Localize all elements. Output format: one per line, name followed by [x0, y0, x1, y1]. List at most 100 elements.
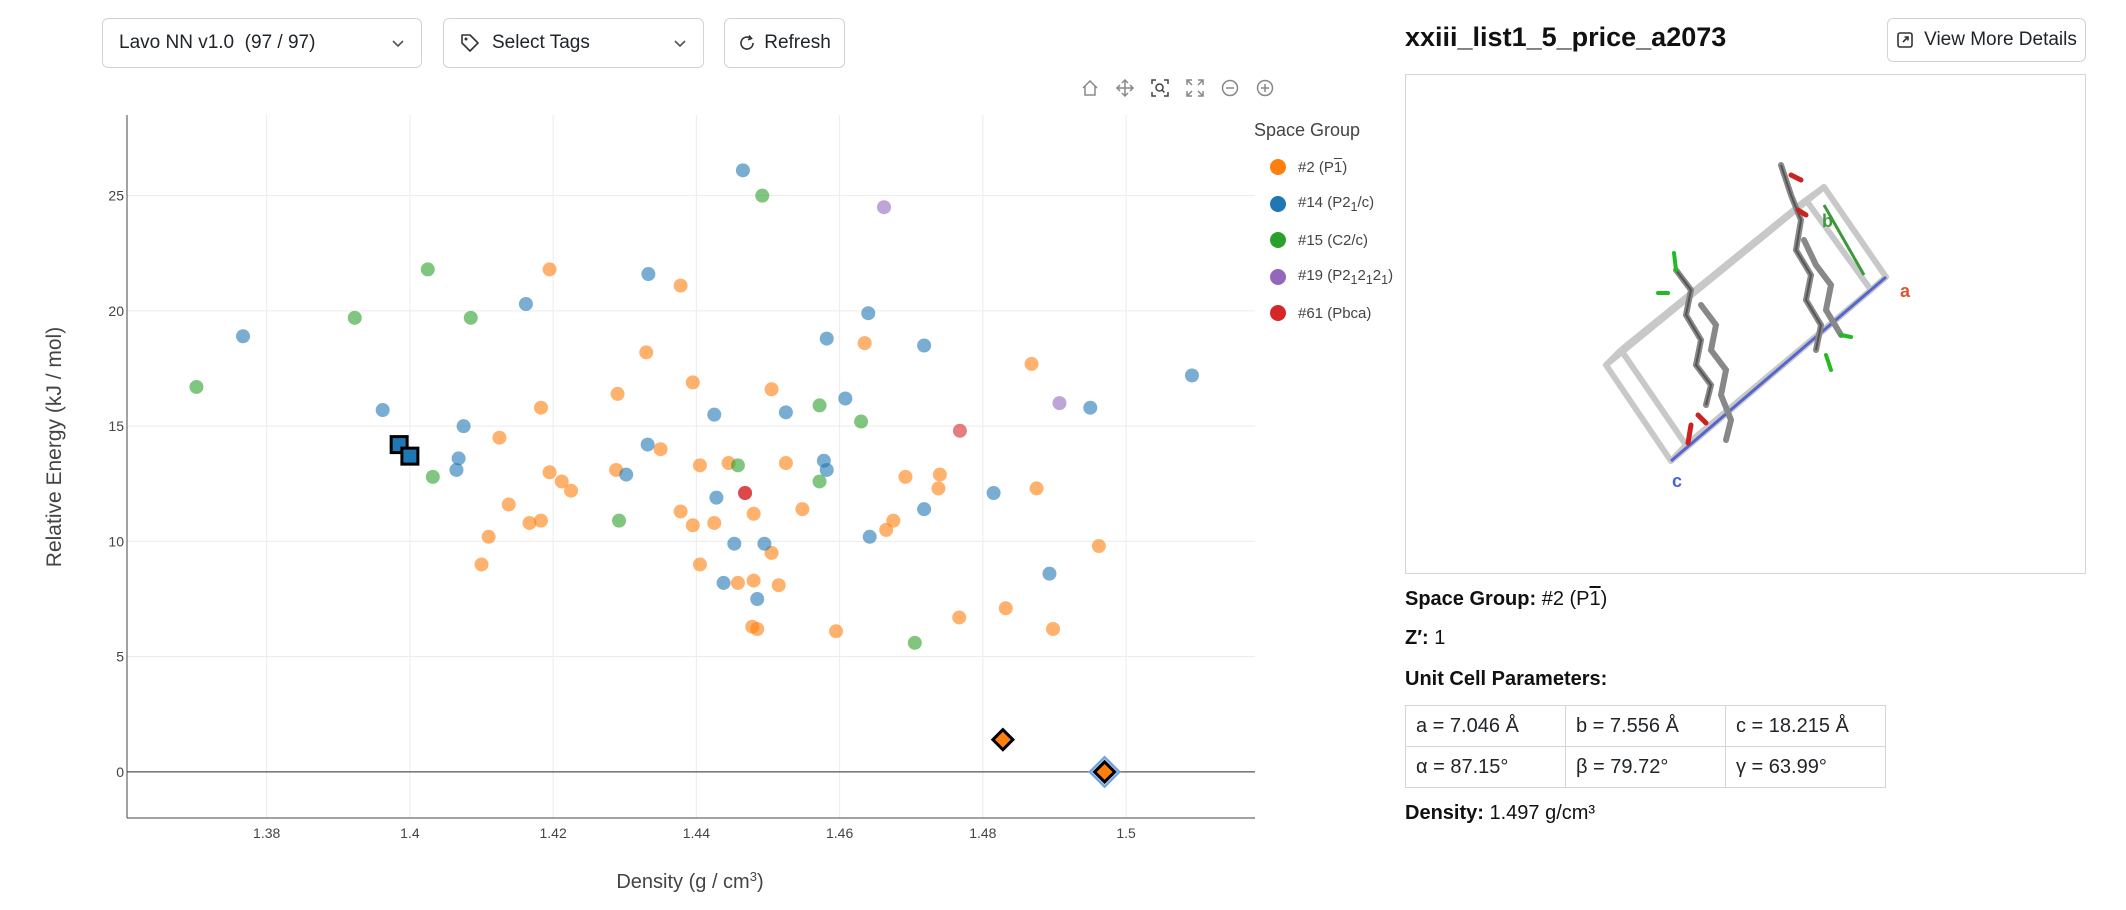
data-point[interactable]: [518, 297, 533, 312]
legend-item-sg15[interactable]: #15 (C2/c): [1254, 222, 1393, 259]
data-point[interactable]: [692, 557, 707, 572]
refresh-button[interactable]: Refresh: [724, 18, 845, 68]
data-point[interactable]: [619, 467, 634, 482]
data-point[interactable]: [533, 513, 548, 528]
data-point[interactable]: [533, 400, 548, 415]
data-point[interactable]: [746, 573, 761, 588]
data-point[interactable]: [727, 536, 742, 551]
data-point[interactable]: [812, 474, 827, 489]
data-point[interactable]: [542, 465, 557, 480]
data-point[interactable]: [425, 469, 440, 484]
data-point[interactable]: [879, 522, 894, 537]
data-point[interactable]: [707, 515, 722, 530]
data-point[interactable]: [1052, 396, 1067, 411]
zoom-out-icon[interactable]: [1218, 76, 1242, 100]
data-point[interactable]: [492, 430, 507, 445]
data-point[interactable]: [449, 462, 464, 477]
data-point[interactable]: [542, 262, 557, 277]
data-point[interactable]: [709, 490, 724, 505]
highlighted-point[interactable]: [1092, 759, 1117, 785]
data-point[interactable]: [819, 462, 834, 477]
data-point[interactable]: [730, 458, 745, 473]
data-point[interactable]: [653, 442, 668, 457]
data-point[interactable]: [735, 163, 750, 178]
data-point[interactable]: [564, 483, 579, 498]
highlighted-point[interactable]: [400, 446, 420, 466]
data-point[interactable]: [952, 423, 967, 438]
data-point[interactable]: [692, 458, 707, 473]
data-point[interactable]: [757, 536, 772, 551]
data-point[interactable]: [554, 474, 569, 489]
legend-item-sg14[interactable]: #14 (P21/c): [1254, 186, 1393, 223]
zoom-in-icon[interactable]: [1253, 76, 1277, 100]
home-icon[interactable]: [1078, 76, 1102, 100]
data-point[interactable]: [998, 601, 1013, 616]
data-point[interactable]: [778, 456, 793, 471]
data-point[interactable]: [730, 575, 745, 590]
data-point[interactable]: [812, 398, 827, 413]
data-point[interactable]: [641, 267, 656, 282]
data-point[interactable]: [610, 386, 625, 401]
scatter-plot[interactable]: 1.38 1.4 1.42 1.44 1.46 1.48 1.5 0 5 10 15 20 25 Den…: [0, 0, 1400, 910]
data-point[interactable]: [1042, 566, 1057, 581]
data-point[interactable]: [451, 451, 466, 466]
pan-icon[interactable]: [1113, 76, 1137, 100]
data-point[interactable]: [1083, 400, 1098, 415]
legend-item-sg19[interactable]: #19 (P212121): [1254, 259, 1393, 296]
data-point[interactable]: [750, 592, 765, 607]
data-point[interactable]: [236, 329, 251, 344]
crystal-structure-viewer[interactable]: a b c: [1405, 74, 2086, 574]
data-point[interactable]: [481, 529, 496, 544]
data-point[interactable]: [829, 624, 844, 639]
zoom-box-icon[interactable]: [1148, 76, 1172, 100]
data-point[interactable]: [522, 515, 537, 530]
highlighted-point[interactable]: [990, 727, 1016, 752]
data-point[interactable]: [778, 405, 793, 420]
data-point[interactable]: [917, 338, 932, 353]
view-more-details-button[interactable]: View More Details: [1887, 18, 2086, 62]
data-point[interactable]: [640, 437, 655, 452]
data-point[interactable]: [189, 379, 204, 394]
data-point[interactable]: [474, 557, 489, 572]
data-point[interactable]: [907, 635, 922, 650]
data-point[interactable]: [501, 497, 516, 512]
data-point[interactable]: [1184, 368, 1199, 383]
data-point[interactable]: [463, 310, 478, 325]
data-point[interactable]: [716, 575, 731, 590]
legend-item-sg2[interactable]: #2 (P1): [1254, 149, 1393, 186]
data-point[interactable]: [952, 610, 967, 625]
data-point[interactable]: [898, 469, 913, 484]
data-point[interactable]: [456, 419, 471, 434]
data-point[interactable]: [931, 481, 946, 496]
data-point[interactable]: [795, 502, 810, 517]
data-point[interactable]: [673, 504, 688, 519]
data-point[interactable]: [1029, 481, 1044, 496]
data-point[interactable]: [750, 621, 765, 636]
data-point[interactable]: [746, 506, 761, 521]
data-point[interactable]: [685, 375, 700, 390]
data-point[interactable]: [877, 200, 892, 215]
data-point[interactable]: [755, 188, 770, 203]
data-point[interactable]: [986, 486, 1001, 501]
data-point[interactable]: [685, 518, 700, 533]
data-point[interactable]: [1046, 621, 1061, 636]
data-point[interactable]: [612, 513, 627, 528]
legend-item-sg61[interactable]: #61 (Pbca): [1254, 295, 1393, 332]
data-point[interactable]: [639, 345, 654, 360]
data-point[interactable]: [861, 306, 876, 321]
data-point[interactable]: [838, 391, 853, 406]
data-point[interactable]: [819, 331, 834, 346]
data-point[interactable]: [932, 467, 947, 482]
data-point[interactable]: [1091, 539, 1106, 554]
data-point[interactable]: [764, 382, 779, 397]
data-point[interactable]: [1024, 356, 1039, 371]
data-point[interactable]: [771, 578, 786, 593]
data-point[interactable]: [917, 502, 932, 517]
data-point[interactable]: [738, 486, 753, 501]
model-select[interactable]: Lavo NN v1.0 (97 / 97): [102, 18, 422, 68]
tags-select[interactable]: Select Tags: [443, 18, 704, 68]
data-point[interactable]: [857, 336, 872, 351]
data-point[interactable]: [854, 414, 869, 429]
data-point[interactable]: [707, 407, 722, 422]
data-point[interactable]: [673, 278, 688, 293]
